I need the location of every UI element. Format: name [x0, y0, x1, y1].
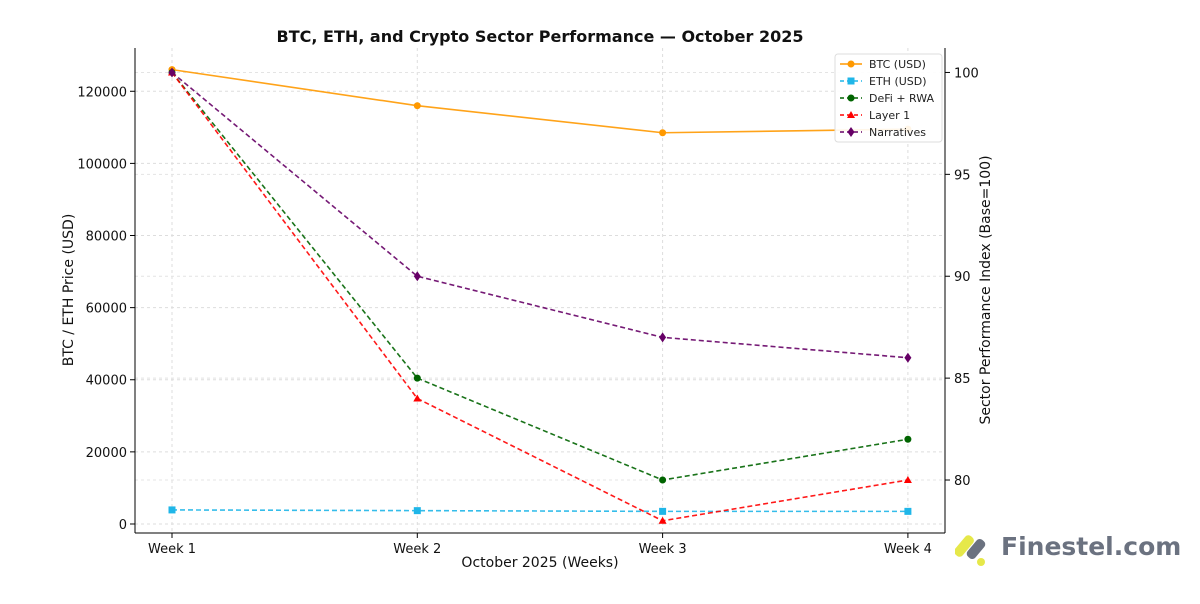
y-left-tick-label: 120000 — [77, 85, 127, 100]
data-point-narratives — [168, 67, 176, 78]
series-line-layer-1 — [171, 71, 909, 522]
series-line-eth-usd — [171, 509, 908, 513]
data-point-defi-rwa — [659, 476, 667, 484]
y-right-tick-label: 85 — [954, 372, 971, 387]
y-axis-right-label: Sector Performance Index (Base=100) — [978, 155, 994, 424]
legend-marker — [847, 60, 855, 68]
data-point-btc-usd — [659, 129, 667, 137]
y-left-tick-label: 20000 — [86, 446, 127, 461]
legend-marker — [847, 77, 855, 85]
data-point-narratives — [659, 332, 667, 343]
data-point-layer-1 — [658, 516, 667, 524]
data-point-layer-1 — [903, 476, 912, 484]
legend-label: ETH (USD) — [869, 75, 927, 88]
data-point-layer-1 — [413, 394, 422, 402]
finestel-logo: Finestel.com — [955, 524, 1181, 568]
series-line-defi-rwa — [171, 71, 909, 481]
x-tick-label: Week 1 — [148, 542, 196, 557]
x-tick-label: Week 2 — [393, 542, 441, 557]
legend-label: Layer 1 — [869, 109, 910, 122]
x-axis-label: October 2025 (Weeks) — [461, 555, 618, 571]
legend-marker — [847, 94, 855, 102]
data-point-narratives — [413, 271, 421, 282]
y-left-tick-label: 100000 — [77, 157, 127, 172]
legend-marker — [847, 127, 855, 137]
x-tick-label: Week 4 — [884, 542, 932, 557]
data-point-eth-usd — [659, 507, 667, 515]
legend-marker — [847, 111, 855, 118]
y-axis-left-label: BTC / ETH Price (USD) — [61, 214, 77, 367]
data-point-eth-usd — [168, 506, 176, 514]
series-line-narratives — [171, 71, 908, 359]
y-right-tick-label: 95 — [954, 168, 971, 183]
chart-title: BTC, ETH, and Crypto Sector Performance … — [277, 27, 804, 46]
data-point-eth-usd — [413, 507, 421, 515]
finestel-logo-icon — [955, 535, 986, 566]
y-right-tick-label: 90 — [954, 270, 971, 285]
data-point-defi-rwa — [413, 374, 421, 382]
x-tick-label: Week 3 — [639, 542, 687, 557]
data-point-btc-usd — [413, 102, 421, 110]
y-left-tick-label: 40000 — [86, 374, 127, 389]
data-point-defi-rwa — [904, 435, 912, 443]
legend-box — [834, 53, 943, 143]
legend-label: DeFi + RWA — [869, 92, 935, 105]
y-left-tick-label: 80000 — [86, 230, 127, 245]
y-left-tick-label: 60000 — [86, 302, 127, 317]
logo-text: Finestel.com — [1001, 531, 1182, 561]
y-left-tick-label: 0 — [119, 518, 127, 533]
y-right-tick-label: 100 — [954, 66, 979, 81]
y-right-tick-label: 80 — [954, 474, 971, 489]
legend-label: Narratives — [869, 126, 926, 139]
data-point-narratives — [904, 352, 912, 363]
data-point-eth-usd — [904, 507, 912, 515]
series-line-btc-usd — [171, 68, 908, 134]
legend-label: BTC (USD) — [869, 58, 926, 71]
